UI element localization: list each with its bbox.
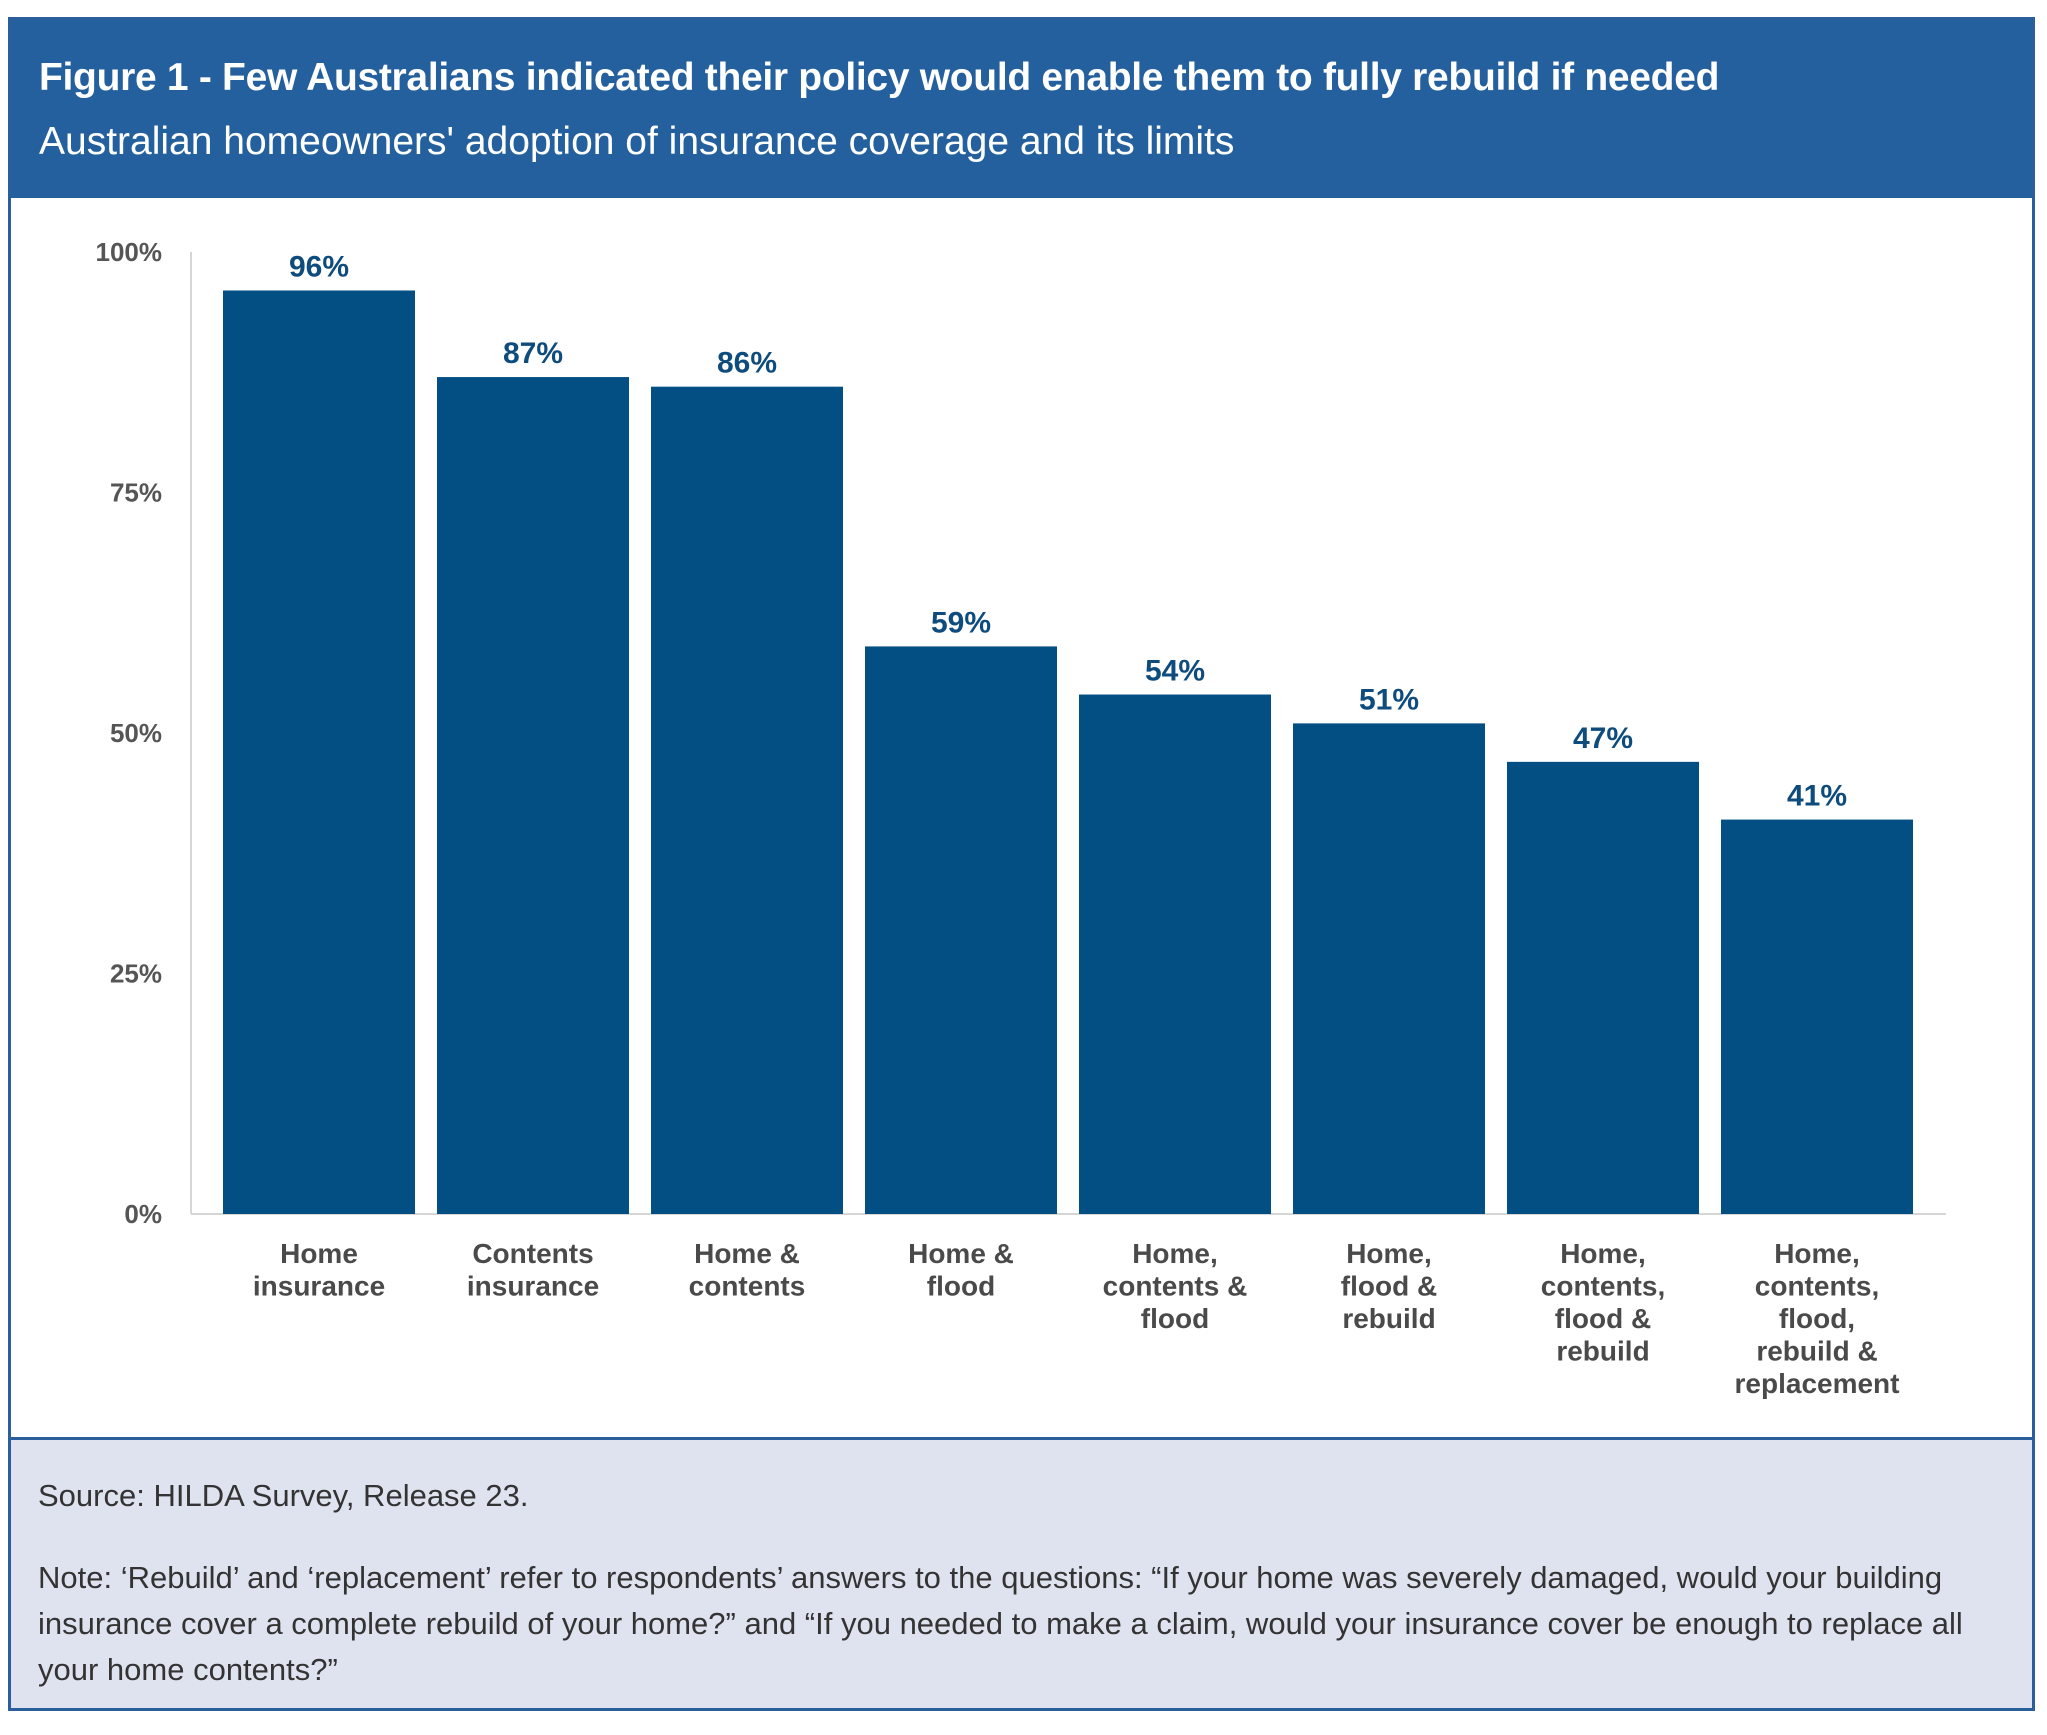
- figure-subtitle: Australian homeowners' adoption of insur…: [39, 120, 1235, 163]
- source-text: Source: HILDA Survey, Release 23.: [38, 1478, 529, 1513]
- bar: [1721, 819, 1913, 1214]
- data-label: 96%: [289, 250, 349, 283]
- x-tick-label: Home & contents: [689, 1238, 806, 1302]
- bar: [223, 290, 415, 1215]
- x-tick-label: Home, contents, flood & rebuild: [1541, 1238, 1665, 1367]
- x-tick-label: Home, flood & rebuild: [1341, 1238, 1437, 1334]
- bar: [865, 646, 1057, 1214]
- x-tick-label: Home & flood: [908, 1238, 1014, 1302]
- bar: [1507, 761, 1699, 1214]
- data-labels: 96% 87% 86% 59% 54% 51% 47% 41%: [289, 250, 1847, 812]
- x-tick-label: Home, contents & flood: [1103, 1238, 1248, 1334]
- x-tick-label: Contents insurance: [467, 1238, 599, 1302]
- y-tick-label: 100%: [96, 237, 163, 267]
- bar: [1293, 723, 1485, 1214]
- x-tick-label: Home, contents, flood, rebuild & replacement: [1735, 1238, 1900, 1399]
- data-label: 86%: [717, 347, 777, 380]
- data-label: 47%: [1573, 722, 1633, 755]
- data-label: 87%: [503, 337, 563, 370]
- y-tick-label: 50%: [110, 718, 162, 748]
- x-tick-label: Home insurance: [253, 1238, 385, 1302]
- x-axis-labels: Home insurance Contents insurance Home & cont…: [253, 1238, 1900, 1399]
- figure-title: Figure 1 - Few Australians indicated the…: [39, 56, 1720, 99]
- bar: [1079, 694, 1271, 1214]
- bar: [437, 377, 629, 1214]
- bar: [651, 386, 843, 1214]
- data-label: 59%: [931, 606, 991, 639]
- y-tick-label: 0%: [124, 1199, 162, 1229]
- figure-footer: Source: HILDA Survey, Release 23. Note: …: [11, 1437, 2032, 1708]
- data-label: 51%: [1359, 683, 1419, 716]
- y-tick-label: 25%: [110, 959, 162, 989]
- note-text: Note: ‘Rebuild’ and ‘replacement’ refer …: [38, 1560, 1963, 1687]
- data-label: 54%: [1145, 655, 1205, 688]
- y-tick-label: 75%: [110, 478, 162, 508]
- data-label: 41%: [1787, 780, 1847, 813]
- figure-header: Figure 1 - Few Australians indicated the…: [11, 20, 2032, 198]
- bars: [223, 290, 1913, 1215]
